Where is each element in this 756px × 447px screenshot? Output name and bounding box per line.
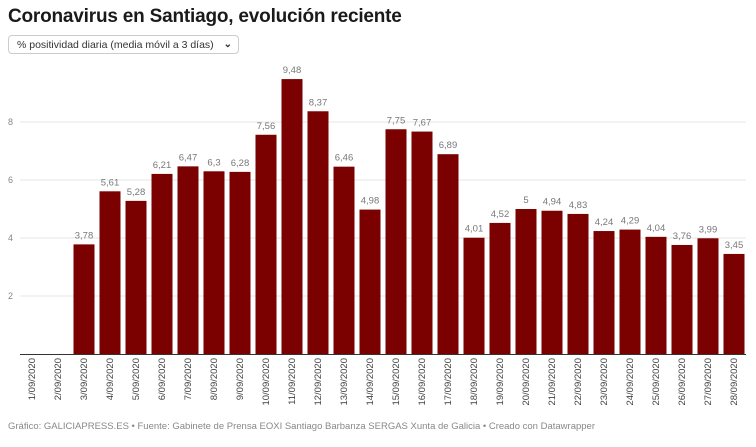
x-tick-label: 26/09/2020 — [677, 358, 688, 406]
x-tick-label: 22/09/2020 — [573, 358, 584, 406]
bar — [151, 173, 173, 354]
data-label: 4,98 — [361, 196, 380, 207]
y-tick-label: 6 — [8, 175, 13, 185]
bar — [541, 210, 563, 354]
bar — [567, 213, 589, 354]
x-tick-label: 17/09/2020 — [443, 358, 454, 406]
bar — [281, 79, 303, 354]
data-label: 4,83 — [569, 200, 588, 211]
x-tick-label: 16/09/2020 — [417, 358, 428, 406]
data-label: 6,89 — [439, 140, 458, 151]
bar — [645, 236, 667, 354]
data-label: 4,24 — [595, 217, 614, 228]
x-tick-label: 10/09/2020 — [261, 358, 272, 406]
data-label: 4,94 — [543, 197, 562, 208]
bar — [515, 209, 537, 354]
y-tick-label: 2 — [8, 291, 13, 301]
data-label: 5,61 — [101, 177, 120, 188]
bar — [723, 253, 745, 354]
chevron-down-icon: ⌄ — [223, 38, 233, 50]
data-label: 6,46 — [335, 153, 354, 164]
metric-select[interactable]: % positividad diaria (media móvil a 3 dí… — [8, 35, 240, 54]
x-tick-label: 19/09/2020 — [495, 358, 506, 406]
bar — [385, 129, 407, 354]
bar — [463, 237, 485, 354]
bar-chart: 2 4 6 8 1/09/2020 2/09/2020 3,78 3/09/2020 5,61 4… — [8, 65, 746, 406]
x-tick-label: 9/09/2020 — [235, 358, 246, 400]
data-label: 3,78 — [75, 230, 94, 241]
data-label: 3,45 — [725, 240, 744, 251]
data-label: 4,04 — [647, 223, 666, 234]
bar — [411, 131, 433, 354]
bar — [593, 231, 615, 354]
bar — [229, 171, 251, 354]
bar — [99, 191, 121, 354]
x-tick-label: 5/09/2020 — [131, 358, 142, 400]
x-tick-label: 4/09/2020 — [105, 358, 116, 400]
bar — [489, 222, 511, 354]
x-tick-label: 6/09/2020 — [157, 358, 168, 400]
data-label: 7,75 — [387, 115, 406, 126]
x-tick-label: 1/09/2020 — [27, 358, 38, 400]
x-tick-label: 14/09/2020 — [365, 358, 376, 406]
data-label: 4,52 — [491, 209, 510, 220]
bar — [203, 171, 225, 354]
data-label: 4,29 — [621, 216, 640, 227]
x-tick-label: 20/09/2020 — [521, 358, 532, 406]
bar — [671, 244, 693, 354]
bar — [359, 209, 381, 354]
bar — [255, 134, 277, 354]
data-label: 4,01 — [465, 224, 484, 235]
data-label: 7,56 — [257, 121, 276, 132]
data-label: 3,99 — [699, 224, 718, 235]
data-label: 5 — [523, 195, 528, 206]
x-tick-label: 2/09/2020 — [53, 358, 64, 400]
data-label: 6,28 — [231, 158, 250, 169]
bar — [125, 200, 147, 354]
bar — [177, 166, 199, 354]
chart-title: Coronavirus en Santiago, evolución recie… — [8, 6, 402, 27]
y-tick-label: 8 — [8, 117, 13, 127]
x-tick-label: 23/09/2020 — [599, 358, 610, 406]
x-tick-label: 8/09/2020 — [209, 358, 220, 400]
bar — [697, 238, 719, 354]
data-label: 7,67 — [413, 118, 432, 129]
x-tick-label: 12/09/2020 — [313, 358, 324, 406]
bar — [73, 244, 95, 354]
bar — [619, 229, 641, 354]
x-tick-label: 28/09/2020 — [729, 358, 740, 406]
x-tick-label: 24/09/2020 — [625, 358, 636, 406]
bar — [333, 166, 355, 354]
data-label: 6,21 — [153, 160, 172, 171]
data-label: 3,76 — [673, 231, 692, 242]
x-tick-label: 3/09/2020 — [79, 358, 90, 400]
data-label: 6,47 — [179, 152, 198, 163]
x-tick-label: 7/09/2020 — [183, 358, 194, 400]
data-label: 9,48 — [283, 65, 302, 76]
chart-footer: Gráfico: GALICIAPRESS.ES • Fuente: Gabin… — [8, 421, 595, 432]
metric-select-value: % positividad diaria (media móvil a 3 dí… — [17, 38, 214, 51]
x-tick-label: 13/09/2020 — [339, 358, 350, 406]
data-label: 6,3 — [207, 157, 220, 168]
x-tick-label: 21/09/2020 — [547, 358, 558, 406]
x-tick-label: 11/09/2020 — [287, 358, 298, 405]
y-tick-label: 4 — [8, 233, 13, 243]
x-tick-label: 27/09/2020 — [703, 358, 714, 406]
bar — [307, 111, 329, 355]
data-label: 5,28 — [127, 187, 146, 198]
x-tick-label: 15/09/2020 — [391, 358, 402, 406]
x-tick-label: 25/09/2020 — [651, 358, 662, 406]
bar — [437, 154, 459, 354]
data-label: 8,37 — [309, 97, 328, 108]
x-tick-label: 18/09/2020 — [469, 358, 480, 406]
